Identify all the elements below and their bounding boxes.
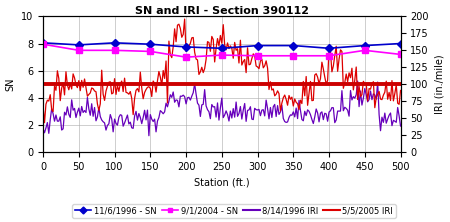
- Y-axis label: IRI (in./mile): IRI (in./mile): [434, 55, 445, 114]
- Title: SN and IRI - Section 390112: SN and IRI - Section 390112: [135, 6, 309, 16]
- Legend: 11/6/1996 - SN, 9/1/2004 - SN, 8/14/1996 IRI, 5/5/2005 IRI: 11/6/1996 - SN, 9/1/2004 - SN, 8/14/1996…: [72, 204, 396, 218]
- X-axis label: Station (ft.): Station (ft.): [194, 178, 250, 188]
- Y-axis label: SN: SN: [5, 77, 16, 91]
